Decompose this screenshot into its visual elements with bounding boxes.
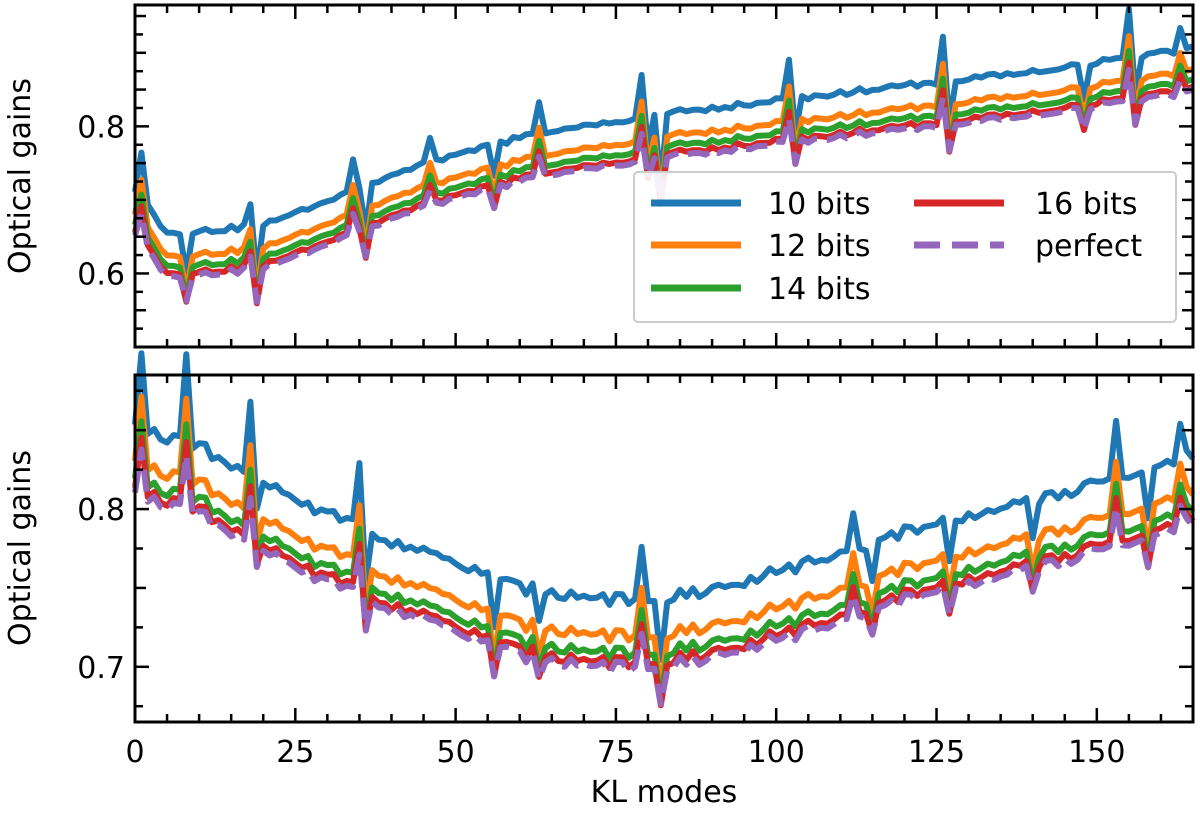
x-tick-label: 100 bbox=[748, 735, 805, 770]
top-y-ticks: 0.6 0.8 bbox=[77, 14, 1193, 330]
x-tick-label: 50 bbox=[437, 735, 475, 770]
bottom-x-ticks: 0 25 50 75 100 125 150 bbox=[125, 375, 1163, 770]
series-line-10-bits bbox=[132, 350, 1196, 663]
top-axes-frame bbox=[133, 3, 1195, 349]
top-panel: 0.6 0.8 Optical gains 10 bits 12 bits 14 … bbox=[3, 3, 1195, 349]
y-tick-label: 0.8 bbox=[77, 110, 125, 145]
top-y-axis-title: Optical gains bbox=[3, 78, 38, 274]
bottom-y-axis-title: Optical gains bbox=[3, 450, 38, 646]
x-tick-label: 25 bbox=[276, 735, 314, 770]
y-tick-label: 0.8 bbox=[77, 493, 125, 528]
bottom-series-lines bbox=[132, 350, 1196, 709]
legend-label-12-bits: 12 bits bbox=[768, 229, 870, 264]
x-tick-label: 0 bbox=[125, 735, 144, 770]
x-tick-label: 75 bbox=[597, 735, 635, 770]
series-line-12-bits bbox=[132, 393, 1196, 694]
top-x-ticks bbox=[165, 5, 1163, 347]
bottom-panel: 0 25 50 75 100 125 150 0.7 0.8 Optical gains KL… bbox=[3, 350, 1196, 810]
x-tick-label: 150 bbox=[1068, 735, 1125, 770]
legend-label-16-bits: 16 bits bbox=[1035, 187, 1137, 222]
x-axis-title: KL modes bbox=[591, 775, 738, 810]
series-line-perfect bbox=[132, 446, 1196, 708]
legend-label-14-bits: 14 bits bbox=[768, 272, 870, 307]
legend-label-perfect: perfect bbox=[1035, 229, 1142, 264]
legend: 10 bits 12 bits 14 bits 16 bits perfect bbox=[633, 171, 1177, 323]
x-tick-label: 125 bbox=[908, 735, 965, 770]
y-tick-label: 0.6 bbox=[77, 257, 125, 292]
legend-box bbox=[633, 171, 1177, 323]
bottom-y-ticks: 0.7 0.8 bbox=[77, 389, 1193, 708]
legend-label-10-bits: 10 bits bbox=[768, 187, 870, 222]
y-tick-label: 0.7 bbox=[77, 651, 125, 686]
